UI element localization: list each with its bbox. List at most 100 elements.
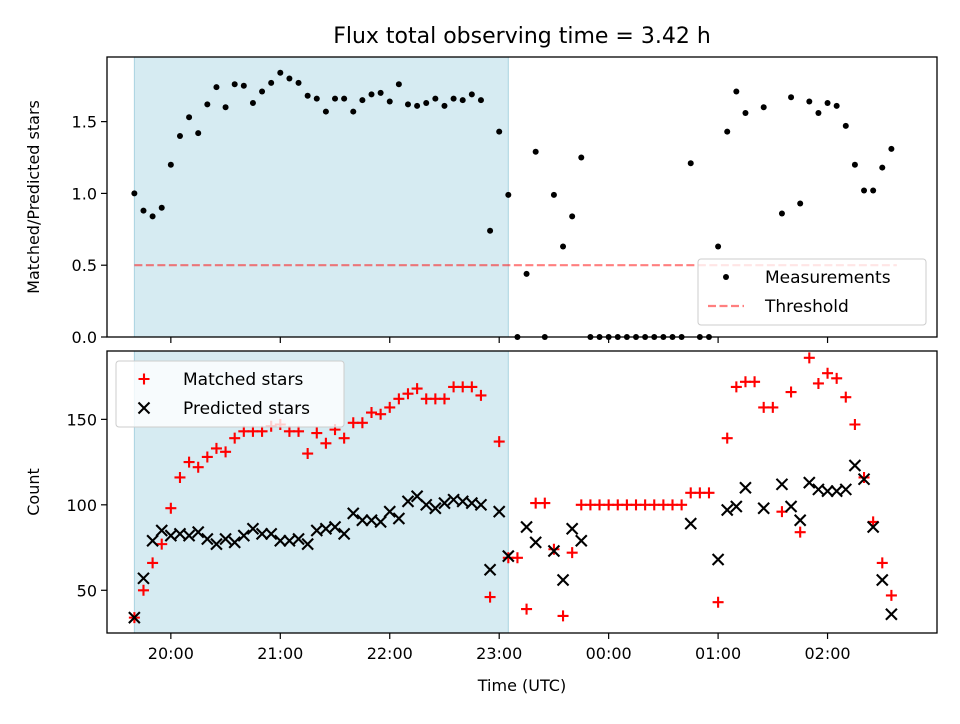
predicted-point [392,512,406,525]
matched-point [366,407,378,419]
predicted-point [146,534,159,547]
measurement-point [404,101,411,108]
matched-point [338,432,350,444]
measurement-point [386,98,393,105]
measurement-point [715,243,722,250]
matched-point [165,502,177,514]
measurement-point [131,190,138,197]
legend-box [115,360,345,428]
measurement-point [414,102,421,109]
legend-label: Threshold [764,297,849,317]
predicted-point [347,507,360,520]
matched-point [174,471,186,483]
measurement-point [322,108,329,115]
measurement-point [395,81,402,88]
predicted-point [337,527,351,541]
predicted-point [711,553,725,566]
axes-frame [106,350,938,634]
predicted-point [483,563,497,577]
measurement-point [158,204,165,211]
predicted-point [575,534,588,547]
legend-label: Predicted stars [183,399,310,419]
measurement-point [523,270,530,277]
predicted-point [201,532,214,546]
measurement-point [550,191,557,198]
axes-frame [106,56,938,338]
predicted-point [720,503,734,517]
matched-point [557,610,569,622]
predicted-point [210,537,223,551]
measurement-point [687,160,694,167]
predicted-point [383,505,396,518]
measurement-point [815,110,822,116]
measurement-point [459,97,466,104]
matched-point [676,499,688,511]
matched-point [137,584,149,596]
matched-point [539,497,551,509]
predicted-point [885,607,898,621]
measurement-point [560,243,567,250]
measurement-point [195,130,202,137]
matched-point [703,487,715,499]
predicted-point [757,501,770,515]
matched-point [521,603,533,615]
measurement-point [222,104,229,111]
matched-point [484,591,496,603]
predicted-point [182,529,196,542]
matched-point [311,427,323,439]
x-tick-label: 22:00 [367,644,413,663]
measurement-point [477,97,484,104]
measurement-point [149,213,156,220]
legend-marker-x [137,401,151,415]
measurement-point [824,99,831,106]
predicted-point [419,498,433,512]
matched-point [356,417,368,429]
matched-point [320,437,332,449]
predicted-point [520,520,533,534]
series-matched-stars [128,352,897,624]
predicted-point [191,525,205,539]
predicted-point [848,459,862,472]
measurement-point [496,128,503,135]
predicted-point [474,498,488,512]
series-predicted-stars [128,459,898,624]
predicted-point [264,527,278,541]
measurement-point [870,187,877,194]
measurement-point [532,148,539,155]
predicted-point [775,478,789,491]
matched-point [803,352,815,364]
x-tick-label: 02:00 [804,644,850,663]
measurement-point [313,95,320,102]
measurement-point [204,101,211,108]
measurement-point [423,99,430,106]
matched-point [384,401,396,413]
measurement-point [176,132,183,139]
matched-point [831,372,843,384]
matched-point [721,432,733,444]
measurement-point [888,145,895,152]
measurement-point [778,210,785,217]
matched-point [849,418,861,430]
legend-marker-dot [723,274,729,280]
matched-point [730,381,742,393]
legend: Measurements Threshold [697,258,927,326]
predicted-point [128,611,141,624]
measurement-point [341,95,348,102]
matched-point [876,557,888,569]
measurement-point [140,207,147,214]
matched-point [466,381,478,393]
series-measurements [131,69,895,340]
matched-point [822,367,834,379]
y-tick-label: 0.0 [72,328,97,347]
predicted-point [857,472,871,486]
measurement-point [359,97,366,104]
x-tick-label: 01:00 [695,644,741,663]
measurement-point [569,213,576,220]
measurement-point [724,128,731,135]
y-tick-label: 50 [77,581,97,600]
matched-point [548,543,560,555]
measurement-point [742,110,749,116]
matched-point [767,401,779,413]
measurement-point [240,82,247,89]
measurement-point [760,104,767,111]
